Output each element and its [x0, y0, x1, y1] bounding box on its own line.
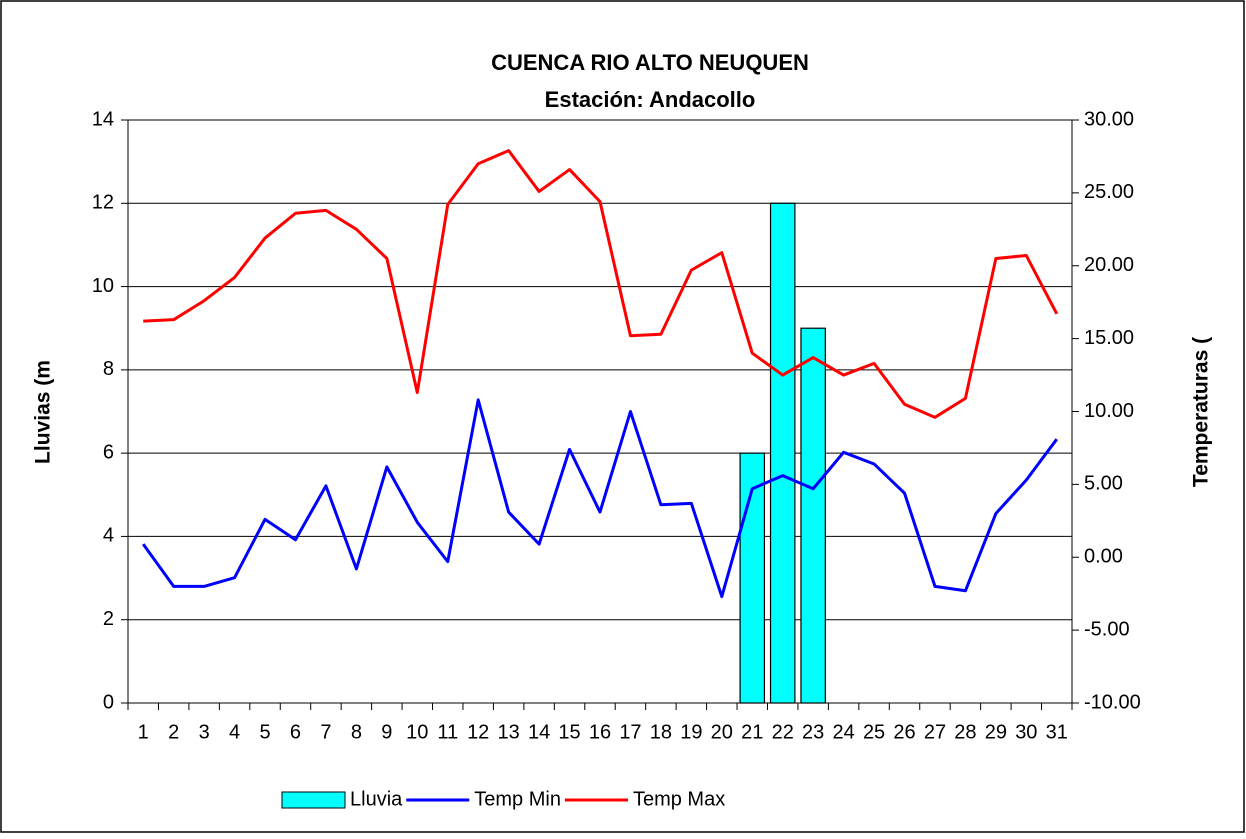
x-tick-label: 16 — [589, 721, 611, 743]
y2-tick-label: 15.00 — [1084, 327, 1134, 349]
line — [142, 398, 1058, 599]
chart-subtitle: Estación: Andacollo — [545, 87, 756, 112]
y-tick-label: 4 — [103, 525, 114, 547]
bar — [800, 327, 826, 704]
x-tick-label: 27 — [924, 721, 946, 743]
y2-tick-label: 5.00 — [1084, 473, 1123, 495]
x-tick-label: 15 — [558, 721, 580, 743]
y-tick-label: 0 — [103, 691, 114, 713]
x-tick-label: 17 — [619, 721, 641, 743]
x-tick-label: 10 — [406, 721, 428, 743]
y2-tick-label: -5.00 — [1084, 618, 1130, 640]
x-tick-label: 5 — [259, 721, 270, 743]
x-tick-label: 23 — [802, 721, 824, 743]
line — [143, 149, 1059, 419]
legend-label: Temp Max — [633, 788, 725, 810]
x-tick-label: 8 — [351, 721, 362, 743]
bar — [739, 452, 766, 704]
x-tick-label: 30 — [1015, 721, 1037, 743]
x-tick-label: 25 — [863, 721, 885, 743]
bar — [769, 202, 796, 704]
x-tick-label: 26 — [893, 721, 915, 743]
x-tick-label: 29 — [985, 721, 1007, 743]
x-tick-label: 6 — [290, 721, 301, 743]
y2-tick-label: 25.00 — [1084, 181, 1134, 203]
y-tick-label: 14 — [92, 108, 114, 130]
x-tick-label: 9 — [381, 721, 392, 743]
x-tick-label: 31 — [1046, 721, 1068, 743]
y-tick-label: 8 — [103, 358, 114, 380]
x-tick-label: 14 — [528, 721, 550, 743]
chart-title: CUENCA RIO ALTO NEUQUEN — [491, 50, 809, 75]
x-tick-label: 2 — [168, 721, 179, 743]
y-tick-label: 12 — [92, 192, 114, 214]
y-tick-label: 10 — [92, 275, 114, 297]
y-tick-label: 2 — [103, 608, 114, 630]
y-axis-label: Lluvias (m — [32, 360, 55, 464]
x-tick-label: 7 — [320, 721, 331, 743]
y2-tick-label: -10.00 — [1084, 691, 1141, 713]
x-tick-label: 1 — [138, 721, 149, 743]
x-tick-label: 22 — [772, 721, 794, 743]
legend-label: Lluvia — [350, 788, 403, 810]
y2-tick-label: 10.00 — [1084, 400, 1134, 422]
y2-tick-label: 20.00 — [1084, 254, 1134, 276]
y-tick-label: 6 — [103, 441, 114, 463]
y2-tick-label: 0.00 — [1084, 546, 1123, 568]
y2-axis-label: Temperaturas ( — [1190, 337, 1213, 487]
x-tick-label: 13 — [498, 721, 520, 743]
x-tick-label: 4 — [229, 721, 240, 743]
x-tick-label: 28 — [954, 721, 976, 743]
x-tick-label: 24 — [832, 721, 854, 743]
y2-tick-label: 30.00 — [1084, 108, 1134, 130]
x-tick-label: 3 — [199, 721, 210, 743]
x-tick-label: 20 — [711, 721, 733, 743]
x-tick-label: 12 — [467, 721, 489, 743]
x-tick-label: 21 — [741, 721, 763, 743]
x-tick-label: 11 — [437, 721, 458, 743]
x-tick-label: 18 — [650, 721, 672, 743]
x-tick-label: 19 — [680, 721, 702, 743]
legend-swatch — [281, 791, 346, 809]
legend-label: Temp Min — [474, 788, 561, 810]
